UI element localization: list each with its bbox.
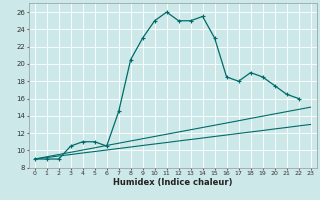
X-axis label: Humidex (Indice chaleur): Humidex (Indice chaleur)	[113, 178, 232, 187]
